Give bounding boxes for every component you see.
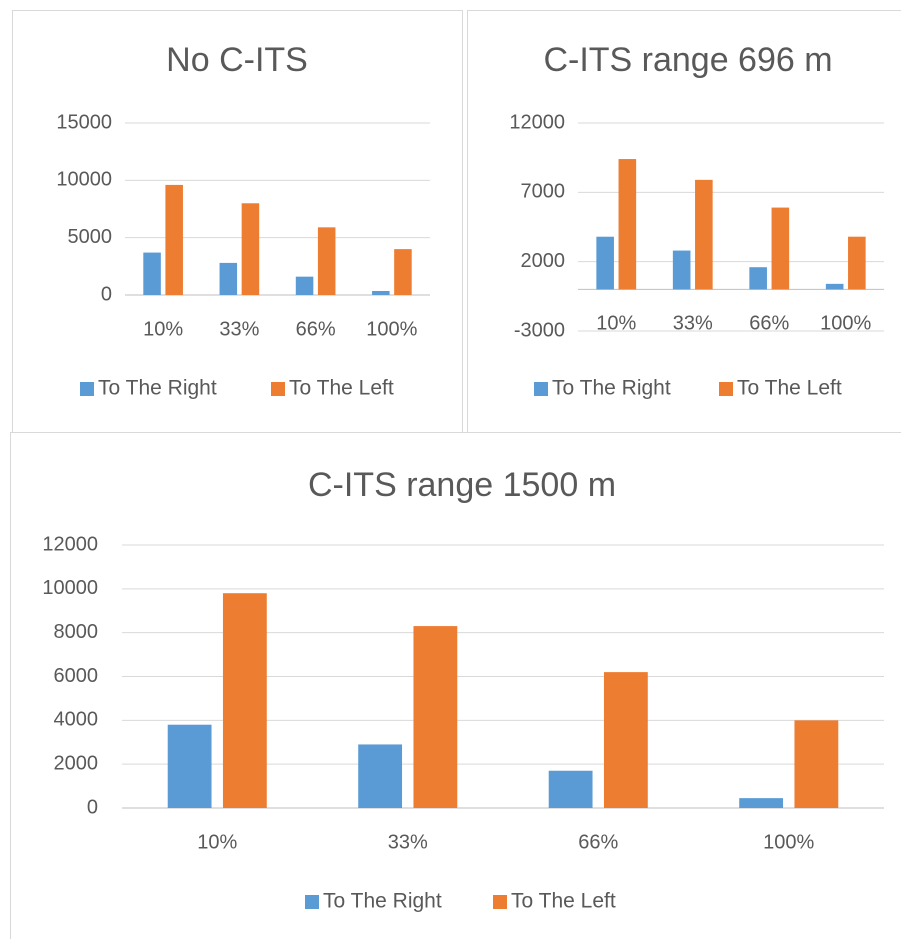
bar <box>672 250 691 290</box>
bar <box>143 252 161 295</box>
legend-label: To The Right <box>323 890 442 913</box>
y-tick-label: 15000 <box>56 111 112 133</box>
y-tick-label: 0 <box>87 796 98 818</box>
y-tick-label: 4000 <box>54 709 99 731</box>
bar <box>372 290 390 295</box>
x-tick-label: 66% <box>296 318 336 340</box>
legend-swatch <box>271 382 285 396</box>
bar <box>222 593 267 808</box>
x-tick-label: 33% <box>673 313 713 335</box>
x-tick-label: 10% <box>596 313 636 335</box>
legend-label: To The Left <box>511 890 616 913</box>
legend-swatch <box>493 895 507 909</box>
y-tick-label: 12000 <box>509 111 565 133</box>
legend-swatch <box>719 382 733 396</box>
legend-swatch <box>305 895 319 909</box>
y-tick-label: 6000 <box>54 665 99 687</box>
x-tick-label: 33% <box>388 831 428 853</box>
bar <box>394 249 412 295</box>
bar <box>739 798 784 808</box>
x-tick-label: 66% <box>749 313 789 335</box>
bar <box>548 770 593 808</box>
bar <box>241 203 260 295</box>
bar <box>794 720 839 808</box>
chart-title: No C-ITS <box>166 41 308 79</box>
y-tick-label: 10000 <box>56 169 112 191</box>
y-tick-label: 7000 <box>521 181 566 203</box>
x-tick-label: 100% <box>366 318 417 340</box>
y-tick-label: 5000 <box>68 226 113 248</box>
legend-swatch <box>534 382 548 396</box>
legend-label: To The Right <box>552 377 671 400</box>
y-tick-label: 10000 <box>42 577 98 599</box>
bar <box>596 236 614 290</box>
y-tick-label: 2000 <box>54 752 99 774</box>
y-tick-label: -3000 <box>514 319 565 341</box>
y-tick-label: 8000 <box>54 621 99 643</box>
bar <box>219 262 238 295</box>
bar <box>848 236 866 290</box>
bar <box>771 207 790 290</box>
chart-title: C-ITS range 696 m <box>543 41 832 79</box>
legend-label: To The Left <box>737 377 842 400</box>
bar <box>358 744 403 808</box>
x-tick-label: 100% <box>820 313 871 335</box>
bar <box>317 227 336 295</box>
legend-label: To The Right <box>98 377 217 400</box>
chart-title: C-ITS range 1500 m <box>308 466 616 504</box>
bar <box>165 184 183 295</box>
bar <box>603 672 648 808</box>
x-tick-label: 10% <box>197 831 237 853</box>
bar <box>167 724 212 808</box>
legend-swatch <box>80 382 94 396</box>
bar <box>295 276 314 295</box>
panel <box>10 432 901 939</box>
y-tick-label: 2000 <box>521 250 566 272</box>
y-tick-label: 12000 <box>42 533 98 555</box>
x-tick-label: 100% <box>763 831 814 853</box>
bar <box>695 179 713 290</box>
y-tick-label: 0 <box>101 283 112 305</box>
x-tick-label: 33% <box>219 318 259 340</box>
x-tick-label: 66% <box>578 831 618 853</box>
legend-label: To The Left <box>289 377 394 400</box>
bar <box>618 159 637 290</box>
bar <box>749 267 767 290</box>
bar <box>413 626 458 808</box>
bar <box>825 283 844 290</box>
x-tick-label: 10% <box>143 318 183 340</box>
